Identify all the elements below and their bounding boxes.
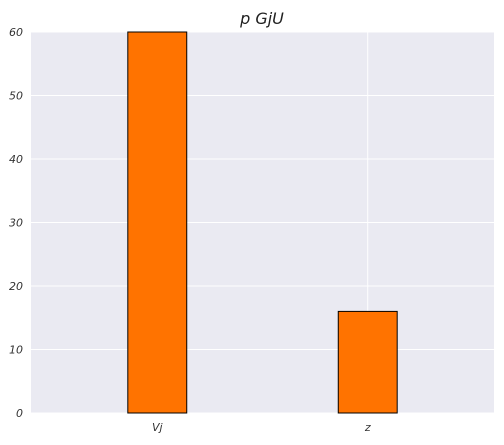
y-tick-label: 60 xyxy=(9,26,23,39)
x-tick-label: z xyxy=(364,421,371,434)
y-tick-label: 40 xyxy=(9,153,23,166)
y-tick-label: 30 xyxy=(9,217,23,230)
y-tick-label: 0 xyxy=(16,407,23,420)
y-tick-label: 10 xyxy=(9,344,23,357)
y-tick-label: 50 xyxy=(9,90,23,103)
chart-title: p GjU xyxy=(239,9,284,28)
y-axis: 0 10 20 30 40 50 60 xyxy=(9,26,23,420)
bar xyxy=(337,310,398,414)
x-tick-label: Vj xyxy=(152,421,164,434)
bars xyxy=(127,31,398,414)
x-axis: Vj z xyxy=(152,421,371,434)
bar xyxy=(127,31,188,414)
y-tick-label: 20 xyxy=(9,280,23,293)
